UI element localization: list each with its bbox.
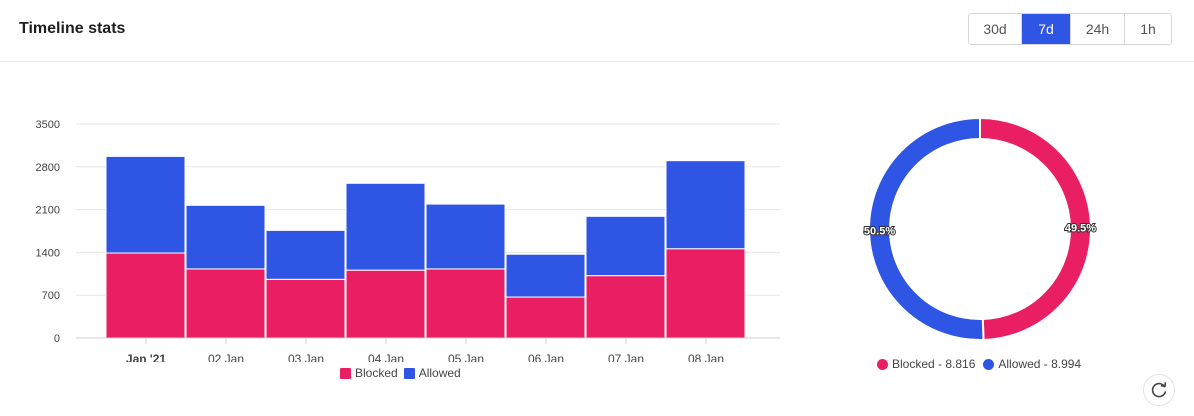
bar-blocked-1[interactable]: [185, 268, 266, 339]
x-tick-label: Jan '21: [126, 352, 167, 362]
donut-legend-item-blocked[interactable]: Blocked - 8.816: [877, 357, 975, 371]
range-button-1h[interactable]: 1h: [1125, 14, 1171, 44]
bar-blocked-6[interactable]: [585, 275, 666, 339]
stacked-bar-chart: 0 700 1400 2100 2800 3500 Jan '21 02 Jan 03 Jan 0…: [36, 119, 780, 362]
bar-chart-legend: Blocked Allowed: [340, 366, 467, 380]
y-tick-label: 2100: [36, 205, 60, 217]
donut-legend-dot-blocked: [877, 358, 888, 370]
legend-label-allowed: Allowed: [418, 366, 461, 380]
x-tick-label: 07 Jan: [608, 352, 644, 362]
card-header: Timeline stats 30d 7d 24h 1h: [0, 0, 1194, 62]
legend-swatch-blocked: [340, 367, 351, 379]
donut-percent-label: 50.5%: [864, 226, 895, 238]
range-button-24h[interactable]: 24h: [1071, 14, 1125, 44]
bar-blocked-7[interactable]: [665, 248, 746, 339]
y-tick-label: 1400: [36, 247, 60, 259]
bar-allowed-0[interactable]: [105, 155, 186, 254]
bar-blocked-3[interactable]: [345, 269, 426, 339]
donut-legend-label-allowed: Allowed - 8.994: [998, 357, 1082, 371]
y-tick-label: 0: [54, 333, 60, 345]
x-tick-label: 02 Jan: [208, 352, 244, 362]
range-button-7d[interactable]: 7d: [1022, 14, 1071, 44]
donut-chart-legend: Blocked - 8.816 Allowed - 8.994: [877, 357, 1087, 371]
donut-legend-item-allowed[interactable]: Allowed - 8.994: [983, 357, 1081, 371]
donut-legend-dot-allowed: [983, 358, 995, 370]
legend-item-allowed[interactable]: Allowed: [403, 366, 461, 380]
x-tick-label: 05 Jan: [448, 352, 484, 362]
x-tick-label: 06 Jan: [528, 352, 564, 362]
bar-blocked-5[interactable]: [505, 296, 586, 339]
bar-blocked-4[interactable]: [425, 268, 506, 339]
bar-allowed-5[interactable]: [505, 253, 586, 298]
donut-slice-allowed[interactable]: [868, 116, 985, 341]
donut-percent-label: 49.5%: [1065, 222, 1096, 234]
donut-legend-label-blocked: Blocked - 8.816: [892, 357, 976, 371]
y-tick-label: 700: [42, 290, 60, 302]
y-tick-label: 2800: [36, 162, 60, 174]
bar-blocked-0[interactable]: [105, 252, 186, 339]
bar-blocked-2[interactable]: [265, 278, 346, 339]
bar-allowed-1[interactable]: [185, 204, 266, 270]
x-tick-label: 03 Jan: [288, 352, 324, 362]
legend-swatch-allowed: [403, 367, 415, 379]
time-range-selector: 30d 7d 24h 1h: [968, 13, 1172, 45]
x-tick-label: 08 Jan: [688, 352, 724, 362]
refresh-button[interactable]: [1143, 374, 1175, 406]
donut-chart: 49.5% 50.5%: [863, 116, 1097, 341]
card-title: Timeline stats: [19, 20, 126, 37]
x-tick-label: 04 Jan: [368, 352, 404, 362]
bar-allowed-6[interactable]: [585, 215, 666, 277]
range-button-30d[interactable]: 30d: [969, 14, 1022, 44]
legend-item-blocked[interactable]: Blocked: [340, 366, 398, 380]
bar-allowed-7[interactable]: [665, 160, 746, 250]
y-tick-label: 3500: [36, 119, 60, 131]
bar-allowed-4[interactable]: [425, 203, 506, 270]
bar-allowed-2[interactable]: [265, 229, 346, 280]
legend-label-blocked: Blocked: [355, 366, 398, 380]
refresh-icon: [1151, 382, 1167, 398]
bar-allowed-3[interactable]: [345, 182, 426, 271]
